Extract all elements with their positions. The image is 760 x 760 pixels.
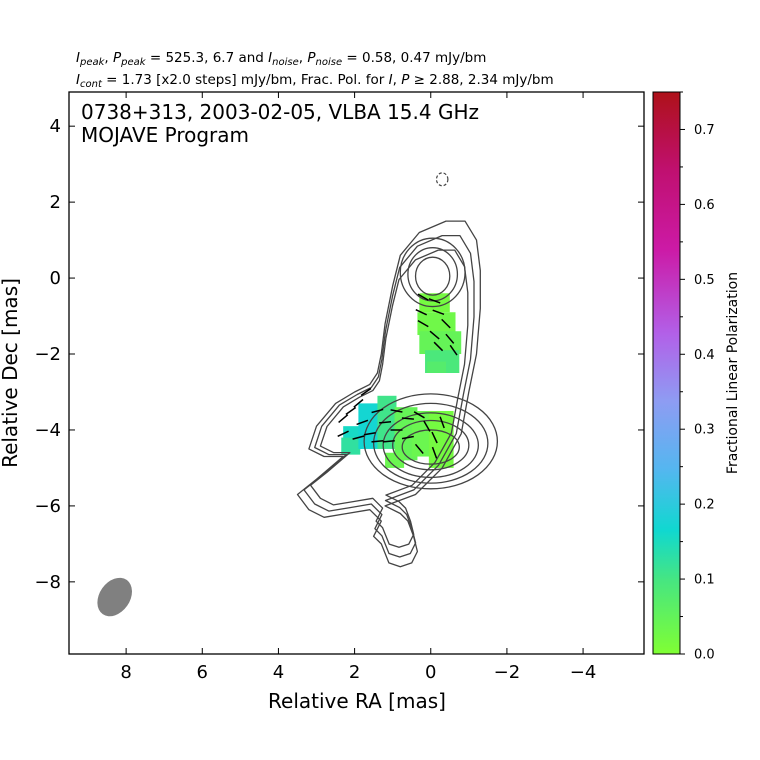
evpa-vector bbox=[356, 419, 369, 426]
colorbar-tick-label: 0.2 bbox=[694, 498, 715, 513]
evpa-vector bbox=[363, 431, 376, 436]
contour-line bbox=[303, 234, 475, 558]
colorbar-tick-label: 0.3 bbox=[694, 423, 715, 438]
evpa-vector-layer bbox=[337, 293, 458, 459]
evpa-vector bbox=[382, 440, 395, 443]
colorbar-label: Fractional Linear Polarization bbox=[725, 272, 741, 474]
evpa-vector bbox=[360, 387, 372, 397]
evpa-vector bbox=[390, 409, 403, 413]
evpa-vector bbox=[337, 430, 349, 437]
contour-line bbox=[372, 402, 489, 484]
evpa-vector bbox=[338, 414, 349, 423]
polarization-pixel bbox=[417, 312, 456, 336]
contour-line bbox=[382, 412, 480, 479]
evpa-vector bbox=[401, 435, 414, 440]
colorbar-tick-label: 0.0 bbox=[694, 648, 715, 663]
polarization-pixel bbox=[341, 437, 361, 455]
evpa-vector bbox=[379, 421, 392, 424]
contour-line bbox=[401, 429, 460, 465]
y-axis-label: Relative Dec [mas] bbox=[0, 278, 22, 468]
beam-layer bbox=[97, 577, 132, 617]
evpa-vector bbox=[345, 406, 357, 416]
evpa-vector bbox=[432, 309, 445, 316]
colorbar-tick-label: 0.1 bbox=[694, 573, 715, 588]
evpa-vector bbox=[352, 435, 365, 440]
plot-subtitle: MOJAVE Program bbox=[81, 123, 249, 147]
colorbar-tick-label: 0.5 bbox=[694, 273, 715, 288]
x-tick-label: 0 bbox=[425, 662, 436, 683]
evpa-vector bbox=[371, 440, 384, 443]
evpa-vector bbox=[429, 330, 440, 340]
evpa-vector bbox=[415, 309, 428, 316]
polarization-pixel bbox=[419, 293, 450, 313]
evpa-vector bbox=[441, 318, 451, 329]
colorbar-frame bbox=[652, 91, 681, 655]
beam-ellipse bbox=[97, 577, 132, 617]
plot-frame bbox=[68, 91, 645, 655]
y-tick-label: −8 bbox=[34, 572, 61, 593]
evpa-vector bbox=[439, 416, 445, 429]
y-tick-label: −6 bbox=[34, 496, 61, 517]
colorbar: 0.0 0.1 0.2 0.3 0.4 0.5 0.6 0.7 Fractional Line… bbox=[652, 91, 741, 663]
header-line-1: Ipeak, Ppeak = 525.3, 6.7 and Inoise, Pn… bbox=[76, 50, 486, 68]
y-tick-label: −4 bbox=[34, 420, 61, 441]
x-tick-label: 6 bbox=[197, 662, 208, 683]
evpa-vector bbox=[431, 446, 438, 459]
evpa-vector bbox=[428, 298, 441, 304]
contour-line bbox=[414, 256, 451, 296]
colorbar-tick-label: 0.7 bbox=[694, 123, 715, 138]
polarization-pixel bbox=[385, 452, 405, 468]
x-tick-label: 4 bbox=[273, 662, 284, 683]
x-tick-label: −2 bbox=[494, 662, 521, 683]
evpa-vector bbox=[431, 431, 438, 444]
evpa-vector bbox=[433, 341, 444, 352]
evpa-vector bbox=[417, 319, 429, 328]
axis-ticks: 8 6 4 2 0 −2 −4 4 2 0 −2 −4 −6 −8 bbox=[34, 92, 644, 683]
colorbar-ticks: 0.0 0.1 0.2 0.3 0.4 0.5 0.6 0.7 bbox=[680, 91, 715, 663]
contour-line bbox=[309, 249, 469, 548]
evpa-vector bbox=[401, 417, 414, 420]
evpa-vector bbox=[371, 408, 384, 414]
y-tick-label: 4 bbox=[50, 116, 61, 137]
y-tick-label: 2 bbox=[50, 192, 61, 213]
contour-line bbox=[392, 419, 470, 471]
y-tick-label: −2 bbox=[34, 344, 61, 365]
header-line-2: Icont = 1.73 [x2.0 steps] mJy/bm, Frac. … bbox=[76, 72, 554, 90]
contour-line bbox=[399, 237, 466, 308]
plot-title: 0738+313, 2003-02-05, VLBA 15.4 GHz bbox=[81, 100, 479, 124]
evpa-vector bbox=[417, 293, 429, 301]
evpa-vector bbox=[449, 344, 458, 356]
plot-background bbox=[69, 92, 644, 654]
colorbar-tick-label: 0.4 bbox=[694, 348, 715, 363]
evpa-vector bbox=[414, 443, 424, 454]
evpa-vector bbox=[423, 420, 431, 432]
negative-contour bbox=[435, 172, 449, 187]
contour-layer bbox=[296, 172, 499, 568]
x-tick-label: 2 bbox=[349, 662, 360, 683]
contour-line bbox=[363, 393, 499, 490]
evpa-vector bbox=[445, 333, 455, 344]
colorbar-gradient bbox=[653, 92, 680, 654]
x-tick-label: −4 bbox=[570, 662, 597, 683]
polarization-pixel bbox=[419, 331, 462, 355]
plot-area: 8 6 4 2 0 −2 −4 4 2 0 −2 −4 −6 −8 0738+313, 2003-02-0… bbox=[34, 91, 645, 683]
y-tick-label: 0 bbox=[50, 268, 61, 289]
colorbar-tick-label: 0.6 bbox=[694, 198, 715, 213]
x-axis-label: Relative RA [mas] bbox=[268, 689, 446, 713]
evpa-vector bbox=[353, 398, 364, 408]
x-tick-label: 8 bbox=[120, 662, 131, 683]
polarization-pixel bbox=[426, 361, 446, 373]
evpa-vector bbox=[413, 411, 425, 419]
